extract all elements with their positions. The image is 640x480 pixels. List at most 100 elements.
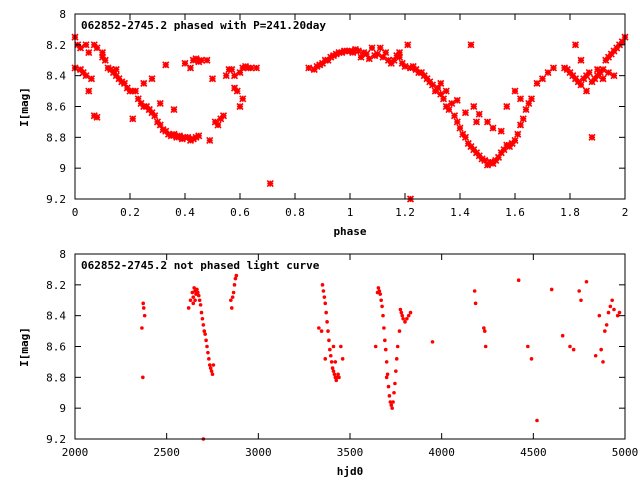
data-point bbox=[603, 329, 607, 333]
unphased-light-curve-panel: 062852-2745.2 not phased light curve hjd… bbox=[18, 248, 638, 478]
data-point bbox=[203, 56, 211, 64]
plot-1-xtick-label: 4000 bbox=[428, 446, 455, 459]
data-point bbox=[516, 121, 525, 129]
data-point bbox=[560, 64, 569, 72]
data-point bbox=[376, 286, 381, 290]
data-point bbox=[236, 69, 244, 77]
data-point bbox=[120, 79, 129, 87]
plot-0-ytick-label: 8.6 bbox=[46, 101, 66, 114]
data-point bbox=[202, 329, 207, 333]
plot-0-ytick-label: 8.2 bbox=[46, 39, 66, 52]
data-point bbox=[430, 340, 435, 344]
data-point bbox=[266, 180, 274, 188]
data-point bbox=[181, 59, 189, 67]
data-point bbox=[390, 406, 394, 410]
data-point bbox=[241, 62, 250, 70]
data-point bbox=[582, 87, 591, 95]
plot-0-xlabel: phase bbox=[333, 225, 366, 238]
data-point bbox=[577, 81, 585, 89]
plot-0-xtick-label: 2 bbox=[622, 206, 629, 219]
data-point bbox=[190, 290, 195, 295]
data-point bbox=[201, 323, 206, 327]
data-point bbox=[186, 64, 195, 72]
plot-0-xtick-label: 0.4 bbox=[175, 206, 195, 219]
data-point bbox=[585, 69, 593, 77]
plot-1-xtick-label: 2000 bbox=[62, 446, 89, 459]
plot-0-yticks: 8 8.2 8.4 8.6 8.8 9 9.2 bbox=[46, 8, 625, 206]
plot-1-xtick-label: 3500 bbox=[337, 446, 364, 459]
data-point bbox=[516, 95, 525, 103]
data-point bbox=[401, 316, 405, 321]
data-point bbox=[198, 303, 203, 307]
data-point bbox=[437, 79, 445, 87]
data-point bbox=[334, 378, 339, 383]
data-point bbox=[145, 106, 153, 114]
data-point bbox=[461, 109, 470, 117]
data-point bbox=[365, 55, 373, 63]
data-point bbox=[338, 48, 346, 57]
data-point bbox=[604, 69, 613, 77]
data-point bbox=[203, 332, 207, 336]
plot-1-yticks: 8 8.2 8.4 8.6 8.8 9 9.2 bbox=[46, 248, 625, 446]
data-point bbox=[140, 79, 148, 87]
plot-0-xtick-label: 0 bbox=[72, 206, 79, 219]
data-point bbox=[544, 69, 552, 77]
data-point bbox=[489, 124, 497, 132]
data-point bbox=[437, 90, 445, 98]
data-point bbox=[323, 301, 328, 306]
data-point bbox=[332, 372, 337, 377]
data-point bbox=[406, 313, 411, 318]
data-point bbox=[211, 363, 216, 367]
data-point bbox=[527, 95, 536, 103]
data-point bbox=[618, 38, 626, 46]
plot-1-xtick-label: 3000 bbox=[245, 446, 272, 459]
data-point bbox=[205, 344, 209, 349]
data-point bbox=[472, 118, 481, 126]
data-point bbox=[214, 121, 222, 129]
data-point bbox=[373, 344, 378, 349]
data-point bbox=[229, 298, 233, 303]
data-point bbox=[394, 357, 399, 361]
plot-1-ylabel: I[mag] bbox=[18, 327, 31, 367]
data-point bbox=[192, 133, 200, 141]
data-point bbox=[228, 65, 236, 74]
plot-0-xticks: 0 0.2 0.4 0.6 0.8 1 1.2 1.4 1.6 1.8 2 bbox=[72, 14, 629, 219]
data-point bbox=[178, 135, 186, 143]
data-point bbox=[151, 112, 159, 120]
data-point bbox=[606, 310, 611, 315]
data-point bbox=[232, 283, 237, 287]
data-point bbox=[579, 298, 583, 303]
data-point bbox=[399, 310, 404, 315]
data-point bbox=[398, 307, 403, 312]
data-point bbox=[593, 65, 602, 74]
data-point bbox=[167, 132, 175, 140]
data-point bbox=[230, 72, 239, 80]
data-point bbox=[233, 276, 238, 281]
data-point bbox=[76, 44, 85, 52]
plot-1-ytick-label: 8.6 bbox=[46, 341, 66, 354]
data-point bbox=[156, 121, 164, 129]
data-point bbox=[395, 344, 400, 349]
data-point bbox=[118, 78, 126, 86]
data-point bbox=[397, 329, 402, 333]
data-point bbox=[85, 87, 93, 95]
data-point bbox=[377, 289, 382, 293]
data-point bbox=[329, 360, 334, 364]
data-point bbox=[406, 64, 415, 72]
data-point bbox=[93, 113, 101, 121]
data-point bbox=[404, 41, 412, 49]
data-point bbox=[333, 360, 338, 364]
data-point bbox=[601, 360, 605, 364]
data-point bbox=[331, 369, 336, 373]
data-point bbox=[236, 102, 244, 111]
data-point bbox=[93, 44, 101, 52]
data-point bbox=[395, 48, 404, 57]
data-point bbox=[101, 56, 109, 64]
data-point bbox=[378, 292, 383, 296]
data-point bbox=[200, 316, 205, 321]
plot-1-ytick-label: 8.4 bbox=[46, 310, 66, 323]
data-point bbox=[104, 64, 112, 72]
data-point bbox=[199, 310, 204, 315]
data-point bbox=[189, 135, 197, 143]
data-point bbox=[383, 347, 388, 352]
